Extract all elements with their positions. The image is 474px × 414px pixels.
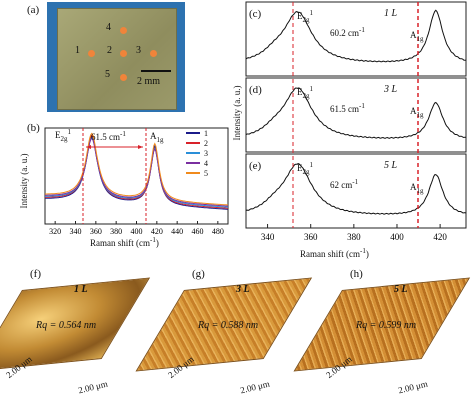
afm-panel-f: (f) 1 L Rq = 0.564 nm 2.00 μm 2.00 μm bbox=[0, 262, 154, 414]
legend-item: 1 bbox=[186, 128, 226, 138]
panel-b-series-4 bbox=[45, 137, 229, 207]
panel-b-series-5 bbox=[45, 132, 229, 206]
point-2-label: 2 bbox=[107, 45, 112, 56]
afm-rq: Rq = 0.599 nm bbox=[356, 320, 417, 331]
panel-b-ylabel: Intensity (a. u.) bbox=[19, 153, 29, 209]
panel-a-photo: 4 1 2 3 5 2 mm bbox=[47, 2, 185, 112]
panel-b-xtick: 360 bbox=[90, 227, 102, 236]
legend-label: 3 bbox=[204, 148, 208, 158]
panel-b-xlabel: Raman shift (cm-1) bbox=[90, 236, 159, 248]
peak-e-label: E2g1 bbox=[297, 161, 313, 176]
afm-label: (f) bbox=[30, 268, 41, 280]
legend-item: 5 bbox=[186, 168, 226, 178]
subpanel-label: (d) bbox=[249, 84, 262, 96]
right-xlabel: Raman shift (cm-1) bbox=[300, 247, 369, 259]
legend-swatch bbox=[186, 172, 200, 174]
raman-curve-1 bbox=[245, 9, 467, 63]
legend-swatch bbox=[186, 142, 200, 144]
afm-dim-bottom: 2.00 μm bbox=[397, 378, 429, 396]
legend-item: 2 bbox=[186, 138, 226, 148]
point-1-dot bbox=[88, 50, 95, 57]
legend-label: 5 bbox=[204, 168, 208, 178]
subpanel-label: (c) bbox=[249, 8, 262, 20]
raman-curve-2 bbox=[245, 87, 466, 139]
legend-item: 3 bbox=[186, 148, 226, 158]
legend-swatch bbox=[186, 152, 200, 154]
point-4-dot bbox=[120, 27, 127, 34]
peak-e-label: E2g1 bbox=[297, 9, 313, 24]
panel-cde-chart: 340 360 380 400 420 bbox=[245, 1, 467, 242]
layer-label: 5 L bbox=[384, 160, 398, 171]
panel-b-annotation: 61.5 cm-1 bbox=[91, 130, 126, 142]
panel-b-xtick: 400 bbox=[131, 227, 143, 236]
legend-item: 4 bbox=[186, 158, 226, 168]
panel-b-xtick: 420 bbox=[151, 227, 163, 236]
panel-b-label: (b) bbox=[27, 122, 40, 134]
panel-b-xtick: 340 bbox=[70, 227, 82, 236]
afm-panel-g: (g) 3 L Rq = 0.588 nm 2.00 μm 2.00 μm bbox=[135, 262, 316, 414]
shift-label: 62 cm-1 bbox=[330, 178, 359, 190]
right-xtick: 340 bbox=[261, 232, 275, 242]
afm-label: (h) bbox=[350, 268, 363, 280]
afm-label: (g) bbox=[192, 268, 205, 280]
afm-layer: 5 L bbox=[394, 284, 408, 295]
subpanel-label: (e) bbox=[249, 160, 262, 172]
right-xtick: 380 bbox=[347, 232, 361, 242]
afm-layer: 3 L bbox=[236, 284, 250, 295]
panel-b-xtick: 460 bbox=[192, 227, 204, 236]
scale-label: 2 mm bbox=[137, 76, 161, 87]
peak-a-label: A1g bbox=[410, 106, 424, 119]
afm-dim-bottom: 2.00 μm bbox=[77, 378, 109, 396]
layer-label: 3 L bbox=[384, 84, 398, 95]
shift-label: 60.2 cm-1 bbox=[330, 26, 365, 38]
legend-swatch bbox=[186, 162, 200, 164]
legend-label: 4 bbox=[204, 158, 208, 168]
sample-wafer bbox=[57, 8, 177, 110]
panel-b-xtick: 320 bbox=[49, 227, 61, 236]
peak-a-label: A1g bbox=[410, 30, 424, 43]
panel-b-peak-a: A1g bbox=[150, 131, 164, 144]
afm-layer: 1 L bbox=[74, 284, 88, 295]
legend-label: 1 bbox=[204, 128, 208, 138]
panel-a-label: (a) bbox=[27, 4, 40, 16]
panel-b-xtick: 440 bbox=[171, 227, 183, 236]
point-1-label: 1 bbox=[75, 45, 80, 56]
point-3-dot bbox=[150, 50, 157, 57]
panel-b-chart: 320 340 360 380 400 420 440 460 480 bbox=[44, 127, 229, 236]
right-xtick: 420 bbox=[433, 232, 447, 242]
point-3-label: 3 bbox=[136, 45, 141, 56]
point-2-dot bbox=[120, 50, 127, 57]
afm-rq: Rq = 0.564 nm bbox=[36, 320, 97, 331]
peak-e-label: E2g1 bbox=[297, 85, 313, 100]
panel-b-xtick: 480 bbox=[212, 227, 224, 236]
panel-b-series-3 bbox=[45, 136, 229, 208]
scale-bar bbox=[141, 70, 171, 72]
layer-label: 1 L bbox=[384, 8, 398, 19]
peak-a-label: A1g bbox=[410, 182, 424, 195]
point-5-dot bbox=[120, 74, 127, 81]
legend-label: 2 bbox=[204, 138, 208, 148]
point-5-label: 5 bbox=[105, 69, 110, 80]
afm-panel-h: (h) 5 L Rq = 0.599 nm 2.00 μm 2.00 μm bbox=[293, 262, 474, 414]
shift-label: 61.5 cm-1 bbox=[330, 102, 365, 114]
afm-rq: Rq = 0.588 nm bbox=[198, 320, 259, 331]
point-4-label: 4 bbox=[106, 22, 111, 33]
afm-dim-bottom: 2.00 μm bbox=[239, 378, 271, 396]
panel-b-series-1 bbox=[45, 135, 228, 210]
right-xtick: 360 bbox=[304, 232, 318, 242]
raman-curve-3 bbox=[245, 163, 467, 215]
right-ylabel: Intensity (a. u.) bbox=[232, 85, 242, 141]
panel-b-xtick: 380 bbox=[110, 227, 122, 236]
panel-b-peak-e: E2g1 bbox=[55, 128, 71, 143]
right-xtick: 400 bbox=[390, 232, 404, 242]
legend-swatch bbox=[186, 132, 200, 134]
